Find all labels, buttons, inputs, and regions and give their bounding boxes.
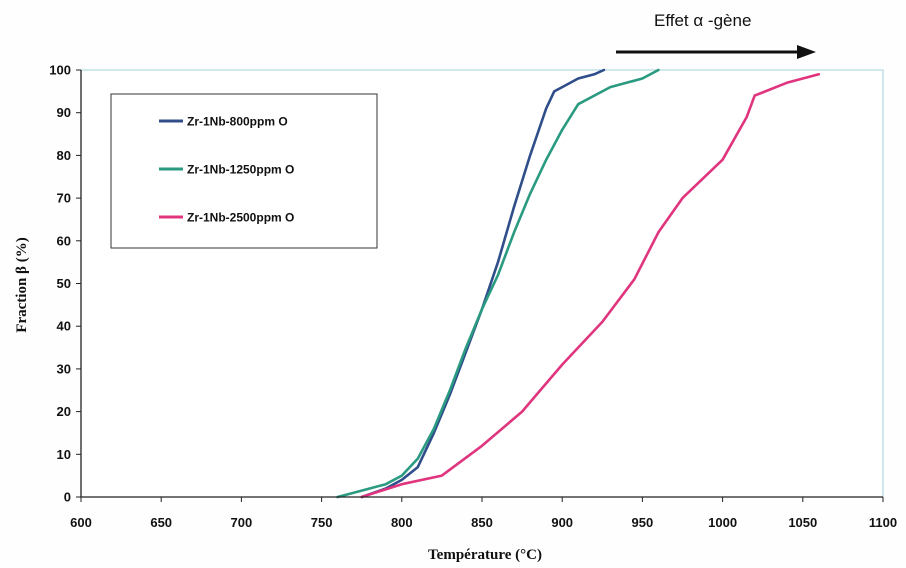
annotation-arrow-head <box>797 45 816 59</box>
x-tick-label: 950 <box>632 515 654 530</box>
series-line-3 <box>360 73 821 499</box>
y-tick-label: 50 <box>57 276 71 291</box>
series-line-1 <box>360 68 606 499</box>
x-axis-title: Température (°C) <box>428 547 542 563</box>
y-tick-label: 100 <box>49 63 71 78</box>
y-tick-label: 0 <box>64 490 71 505</box>
legend-label-1: Zr-1Nb-800ppm O <box>187 115 288 129</box>
series-line-2 <box>336 68 660 499</box>
y-axis: 0 10 20 30 40 50 60 70 80 90 100 <box>49 63 81 505</box>
legend-label-3: Zr-1Nb-2500ppm O <box>187 211 294 225</box>
x-tick-label: 800 <box>391 515 413 530</box>
x-tick-label: 850 <box>471 515 493 530</box>
alpha-gene-annotation: Effet α -gène <box>616 11 816 59</box>
y-tick-label: 40 <box>57 319 71 334</box>
x-tick-label: 1000 <box>708 515 737 530</box>
legend: Zr-1Nb-800ppm O Zr-1Nb-1250ppm O Zr-1Nb-25… <box>110 93 378 249</box>
x-tick-label: 650 <box>150 515 172 530</box>
y-tick-label: 80 <box>57 148 71 163</box>
y-tick-label: 60 <box>57 233 71 248</box>
y-tick-label: 90 <box>57 105 71 120</box>
axis-lines <box>80 70 883 498</box>
legend-label-2: Zr-1Nb-1250ppm O <box>187 163 294 177</box>
x-tick-label: 750 <box>311 515 333 530</box>
x-tick-label: 1050 <box>788 515 817 530</box>
legend-items: Zr-1Nb-800ppm O Zr-1Nb-1250ppm O Zr-1Nb-25… <box>159 115 294 225</box>
x-tick-label: 900 <box>551 515 573 530</box>
x-axis: 600 650 700 750 800 850 900 950 1000 1050 1100 <box>70 497 897 530</box>
legend-box <box>110 93 378 249</box>
x-tick-label: 600 <box>70 515 92 530</box>
y-tick-label: 70 <box>57 191 71 206</box>
x-tick-label: 1100 <box>869 515 897 530</box>
y-axis-title: Fraction β (%) <box>14 237 30 332</box>
y-tick-label: 20 <box>57 404 71 419</box>
y-tick-label: 30 <box>57 361 71 376</box>
x-tick-label: 700 <box>231 515 253 530</box>
y-tick-label: 10 <box>57 447 71 462</box>
series-lines <box>336 68 821 499</box>
annotation-label: Effet α -gène <box>654 11 751 30</box>
